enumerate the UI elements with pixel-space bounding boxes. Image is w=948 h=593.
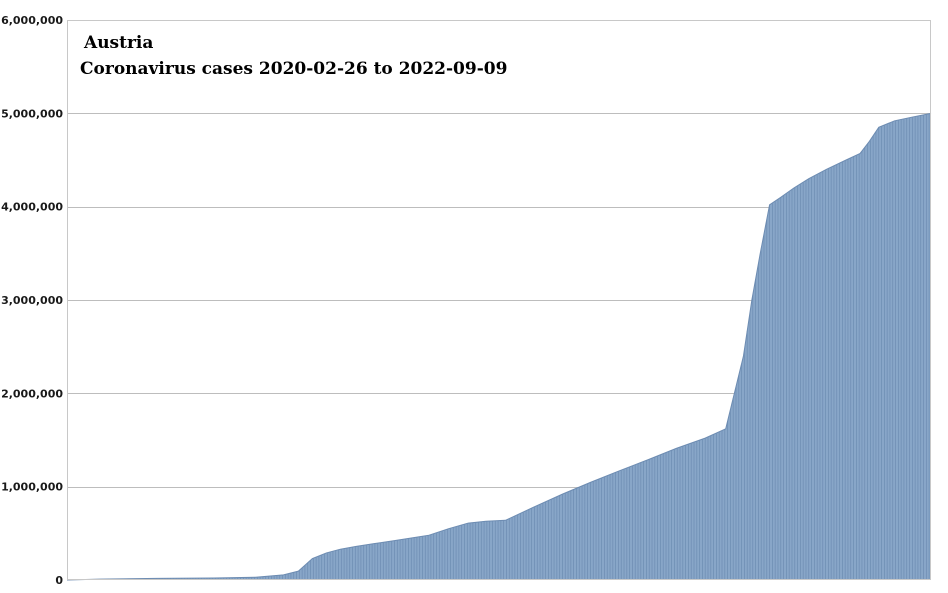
y-tick-label: 2,000,000 [1, 387, 63, 400]
y-tick-label: 0 [55, 574, 63, 587]
data-area [67, 113, 931, 580]
plot-frame [67, 20, 931, 580]
chart-subtitle: Coronavirus cases 2020-02-26 to 2022-09-… [80, 59, 507, 79]
cases-line [66, 112, 932, 581]
y-tick-label: 1,000,000 [1, 481, 63, 494]
cases-area [67, 113, 931, 580]
y-axis-ticks: 0 1,000,000 2,000,000 3,000,000 4,000,000 5,0… [1, 14, 63, 587]
chart-title: Austria [83, 33, 153, 53]
y-tick-label: 4,000,000 [1, 201, 63, 214]
y-tick-label: 3,000,000 [1, 294, 63, 307]
y-tick-label: 6,000,000 [1, 14, 63, 27]
y-tick-label: 5,000,000 [1, 107, 63, 120]
